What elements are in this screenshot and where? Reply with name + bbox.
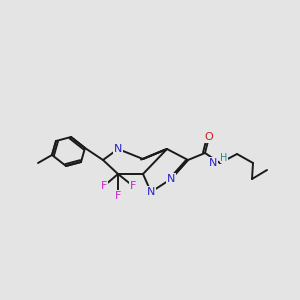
Text: N: N bbox=[114, 144, 122, 154]
Text: F: F bbox=[101, 181, 107, 191]
Text: H: H bbox=[220, 153, 228, 163]
Text: N: N bbox=[208, 158, 217, 168]
Text: N: N bbox=[167, 174, 175, 184]
Text: F: F bbox=[130, 181, 136, 191]
Text: O: O bbox=[205, 132, 213, 142]
Text: N: N bbox=[147, 187, 155, 197]
Text: F: F bbox=[115, 191, 121, 201]
